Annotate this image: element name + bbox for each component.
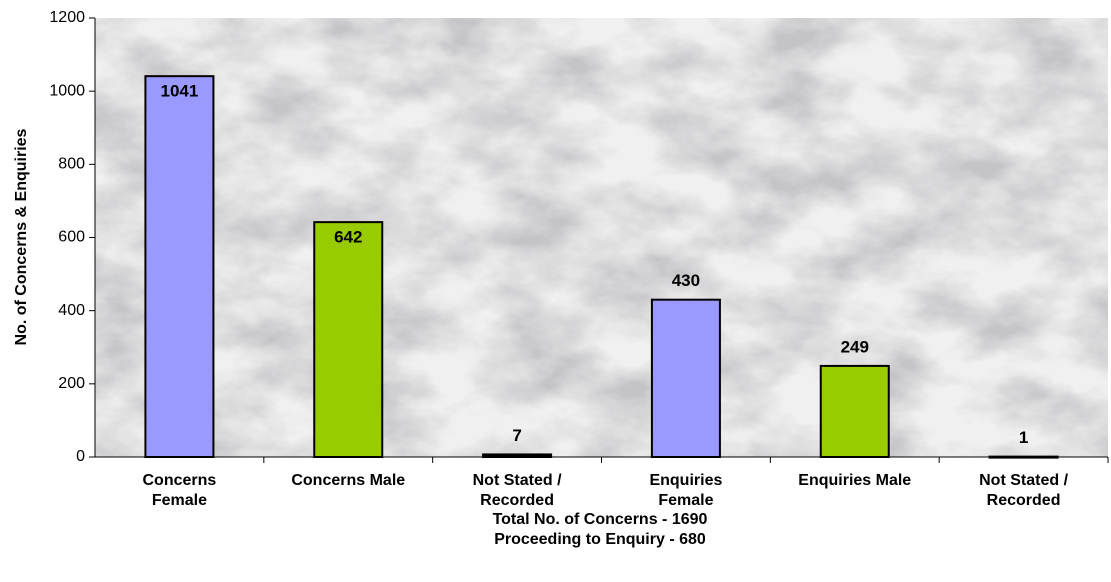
value-label: 7: [512, 426, 521, 445]
bar: [819, 364, 890, 458]
x-tick-label: Concerns Male: [291, 472, 406, 489]
bar: [313, 221, 384, 458]
y-tick-label: 1200: [49, 9, 85, 26]
x-tick-label: Concerns Female: [142, 472, 217, 509]
x-tick-label: Not Stated / Recorded: [979, 472, 1069, 509]
x-tick-label: Enquiries Female: [649, 472, 723, 509]
value-label: 430: [672, 271, 700, 290]
bar: [988, 455, 1059, 459]
plot-background: [94, 17, 1109, 458]
y-tick-label: 600: [58, 229, 85, 246]
x-tick-label: Enquiries Male: [798, 472, 912, 489]
y-tick-label: 400: [58, 302, 85, 319]
y-tick-label: 200: [58, 375, 85, 392]
bar: [650, 298, 721, 459]
y-tick-label: 800: [58, 156, 85, 173]
y-axis-label: No. of Concerns & Enquiries: [13, 128, 30, 345]
value-label: 642: [334, 228, 362, 247]
bar: [482, 453, 553, 459]
value-label: 249: [841, 337, 869, 356]
x-axis-label: Total No. of Concerns - 1690 Proceeding …: [492, 511, 708, 548]
value-label: 1041: [161, 82, 199, 101]
y-tick-label: 0: [76, 448, 85, 465]
value-label: 1: [1019, 428, 1028, 447]
x-tick-label: Not Stated / Recorded: [472, 472, 562, 509]
y-tick-label: 1000: [49, 82, 85, 99]
bar: [144, 75, 215, 458]
